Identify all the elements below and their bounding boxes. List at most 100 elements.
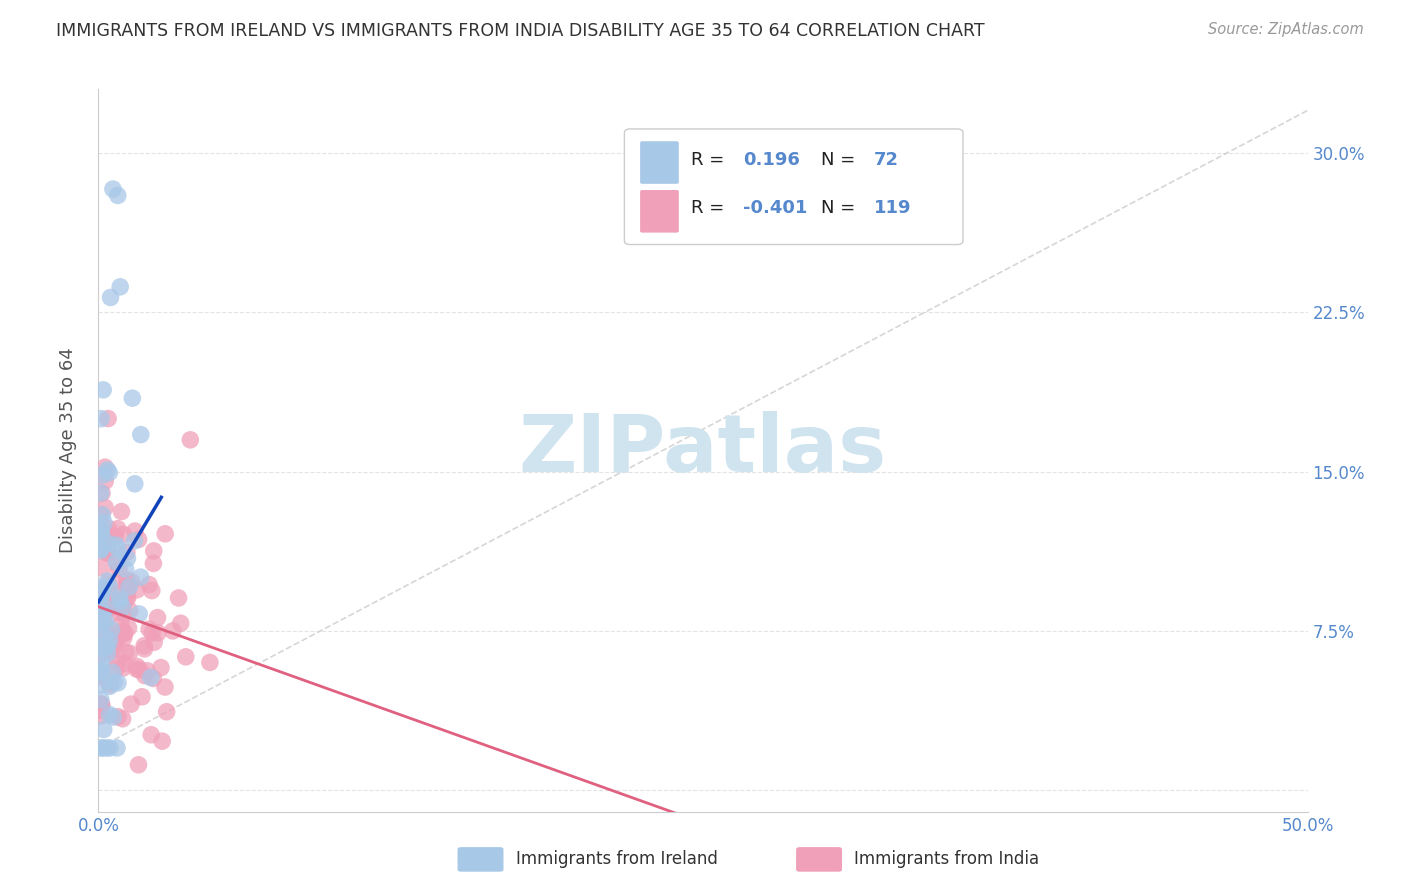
Y-axis label: Disability Age 35 to 64: Disability Age 35 to 64 xyxy=(59,348,77,553)
Point xyxy=(90,612,112,626)
Point xyxy=(96,574,118,588)
Point xyxy=(141,728,163,742)
Point xyxy=(108,629,131,643)
Text: -0.401: -0.401 xyxy=(742,200,807,218)
Point xyxy=(91,615,114,629)
Point xyxy=(98,632,121,647)
Point xyxy=(139,670,162,684)
Point xyxy=(124,476,146,491)
Point xyxy=(125,582,148,597)
Text: 119: 119 xyxy=(873,200,911,218)
Point xyxy=(105,555,128,569)
Point xyxy=(118,604,141,618)
Point xyxy=(90,703,112,717)
Point xyxy=(118,580,141,594)
Point xyxy=(91,741,114,756)
Text: Immigrants from Ireland: Immigrants from Ireland xyxy=(516,850,717,868)
Point xyxy=(90,638,112,652)
Point xyxy=(105,538,128,552)
Point xyxy=(90,586,112,600)
Point xyxy=(97,411,120,425)
Point xyxy=(90,526,112,541)
Point xyxy=(97,546,120,560)
Point xyxy=(112,607,135,621)
Point xyxy=(141,625,163,640)
Point xyxy=(134,639,156,653)
Point xyxy=(93,630,115,644)
Point xyxy=(142,557,165,571)
Point xyxy=(138,622,160,636)
Point xyxy=(128,663,150,677)
Point xyxy=(98,580,121,594)
Point xyxy=(94,634,117,648)
Point xyxy=(93,723,115,737)
FancyBboxPatch shape xyxy=(640,141,679,184)
Point xyxy=(114,626,136,640)
Point xyxy=(98,527,121,541)
Point xyxy=(90,411,112,425)
Point xyxy=(162,624,184,638)
Point xyxy=(128,607,150,621)
Point xyxy=(91,607,114,621)
Point xyxy=(90,663,112,677)
Point xyxy=(117,584,139,599)
Point xyxy=(115,591,138,605)
Point xyxy=(91,581,114,595)
Point xyxy=(91,468,114,483)
Point xyxy=(131,690,153,704)
Point xyxy=(96,599,118,614)
Point xyxy=(105,636,128,650)
Text: Immigrants from India: Immigrants from India xyxy=(855,850,1039,868)
Point xyxy=(94,614,117,628)
Point xyxy=(98,677,121,691)
Point xyxy=(136,664,159,678)
Point xyxy=(156,705,179,719)
Point xyxy=(94,601,117,615)
Point xyxy=(90,541,112,555)
Point xyxy=(100,599,122,614)
Point xyxy=(129,427,152,442)
Point xyxy=(105,656,128,670)
Point xyxy=(93,626,115,640)
Point xyxy=(108,562,131,576)
Point xyxy=(90,667,112,681)
Point xyxy=(110,616,132,631)
FancyBboxPatch shape xyxy=(457,847,503,871)
Point xyxy=(143,635,166,649)
Point xyxy=(90,697,112,711)
Point xyxy=(90,486,112,500)
Point xyxy=(90,526,112,541)
Point xyxy=(96,463,118,477)
Point xyxy=(114,562,136,576)
Point xyxy=(134,641,156,656)
Point xyxy=(108,594,131,608)
Text: 0.196: 0.196 xyxy=(742,151,800,169)
Point xyxy=(128,757,150,772)
Point xyxy=(98,644,121,658)
Point xyxy=(124,524,146,538)
Point xyxy=(100,290,122,304)
Point xyxy=(125,662,148,676)
Point xyxy=(101,665,124,680)
Point xyxy=(93,616,115,631)
Point xyxy=(107,522,129,536)
Point xyxy=(98,643,121,657)
Point xyxy=(107,557,129,571)
Point xyxy=(90,668,112,682)
Text: IMMIGRANTS FROM IRELAND VS IMMIGRANTS FROM INDIA DISABILITY AGE 35 TO 64 CORRELA: IMMIGRANTS FROM IRELAND VS IMMIGRANTS FR… xyxy=(56,22,984,40)
Point xyxy=(134,668,156,682)
Point xyxy=(91,561,114,575)
Text: R =: R = xyxy=(690,151,724,169)
Point xyxy=(90,590,112,604)
Point xyxy=(90,583,112,598)
Point xyxy=(90,628,112,642)
Point xyxy=(98,641,121,656)
Point xyxy=(108,591,131,605)
Point xyxy=(90,665,112,679)
Point xyxy=(110,505,132,519)
Point xyxy=(115,573,138,587)
Point xyxy=(97,527,120,541)
Point xyxy=(112,626,135,640)
Point xyxy=(111,712,134,726)
Point xyxy=(138,577,160,591)
